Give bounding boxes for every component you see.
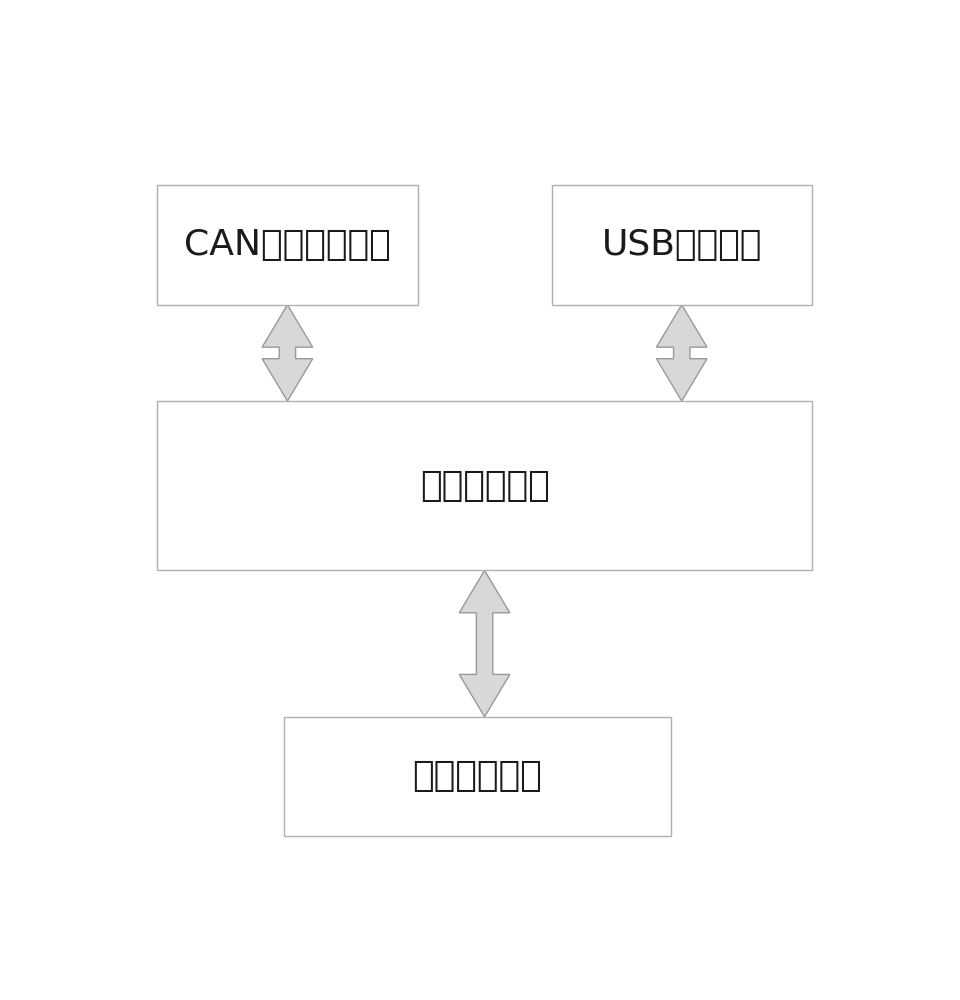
Text: CAN报文收发模块: CAN报文收发模块 — [184, 228, 391, 262]
Polygon shape — [657, 305, 707, 401]
Bar — [551, 185, 812, 305]
Polygon shape — [459, 570, 510, 717]
Bar — [157, 185, 418, 305]
Bar — [284, 717, 670, 836]
Polygon shape — [262, 305, 313, 401]
Bar — [157, 401, 812, 570]
Text: USB通讯模块: USB通讯模块 — [602, 228, 762, 262]
Text: 数据存储模块: 数据存储模块 — [412, 759, 542, 793]
Text: 数据处理模块: 数据处理模块 — [420, 469, 549, 503]
